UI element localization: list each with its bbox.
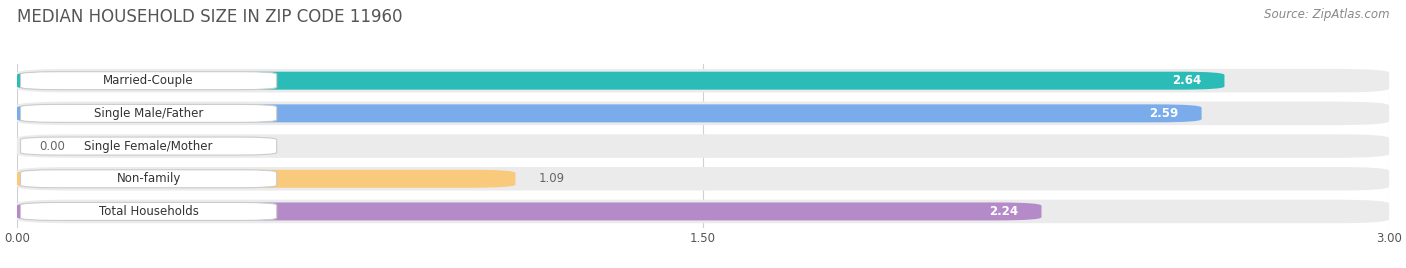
Text: Single Female/Mother: Single Female/Mother — [84, 140, 212, 152]
FancyBboxPatch shape — [21, 170, 277, 188]
FancyBboxPatch shape — [17, 167, 1389, 191]
FancyBboxPatch shape — [17, 200, 1389, 223]
FancyBboxPatch shape — [17, 72, 1225, 90]
Text: Married-Couple: Married-Couple — [103, 74, 194, 87]
FancyBboxPatch shape — [17, 104, 1202, 122]
Text: MEDIAN HOUSEHOLD SIZE IN ZIP CODE 11960: MEDIAN HOUSEHOLD SIZE IN ZIP CODE 11960 — [17, 8, 402, 26]
Text: 2.24: 2.24 — [990, 205, 1018, 218]
FancyBboxPatch shape — [17, 202, 1042, 221]
Text: Total Households: Total Households — [98, 205, 198, 218]
Text: Single Male/Father: Single Male/Father — [94, 107, 204, 120]
Text: 1.09: 1.09 — [538, 172, 564, 185]
FancyBboxPatch shape — [21, 72, 277, 90]
FancyBboxPatch shape — [21, 104, 277, 122]
FancyBboxPatch shape — [17, 170, 516, 188]
FancyBboxPatch shape — [17, 134, 1389, 158]
Text: Non-family: Non-family — [117, 172, 181, 185]
Text: 0.00: 0.00 — [39, 140, 66, 152]
FancyBboxPatch shape — [17, 69, 1389, 92]
Text: 2.64: 2.64 — [1173, 74, 1202, 87]
FancyBboxPatch shape — [21, 202, 277, 221]
Text: Source: ZipAtlas.com: Source: ZipAtlas.com — [1264, 8, 1389, 21]
Text: 2.59: 2.59 — [1150, 107, 1178, 120]
FancyBboxPatch shape — [21, 137, 277, 155]
FancyBboxPatch shape — [17, 102, 1389, 125]
